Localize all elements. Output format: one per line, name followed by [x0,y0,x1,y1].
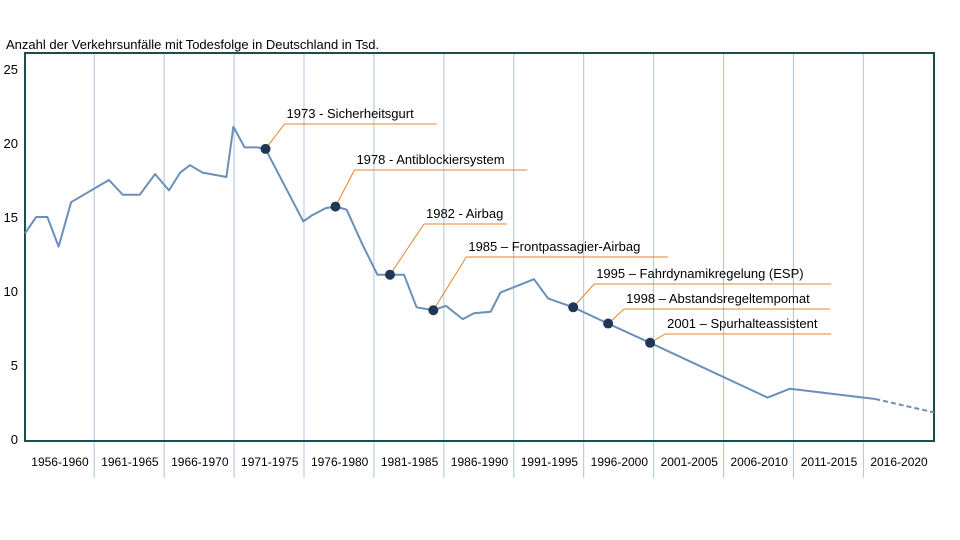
x-category-label: 2006-2010 [730,455,788,469]
y-tick-label: 0 [11,432,18,447]
x-category-label: 2001-2005 [661,455,719,469]
series-line-solid [24,125,876,400]
x-category-label: 1996-2000 [591,455,649,469]
annotation-label: 1995 – Fahrdynamikregelung (ESP) [596,266,803,281]
annotation-leader [335,169,355,207]
x-category-label: 1966-1970 [171,455,229,469]
y-tick-label: 15 [4,210,18,225]
data-point-marker [384,269,395,280]
y-tick-label: 10 [4,284,18,299]
data-point-marker [260,143,271,154]
annotation-label: 1973 - Sicherheitsgurt [287,106,415,121]
annotation-label: 1998 – Abstandsregeltempomat [626,291,810,306]
annotation-leader [432,256,467,311]
y-tick-label: 20 [4,136,18,151]
y-tick-label: 5 [11,358,18,373]
x-category-label: 1971-1975 [241,455,299,469]
annotation-label: 2001 – Spurhalteassistent [667,316,818,331]
data-point-marker [428,305,439,316]
annotation-leader [265,123,285,150]
y-tick-label: 25 [4,62,18,77]
x-category-label: 1991-1995 [521,455,579,469]
chart-title: Anzahl der Verkehrsunfälle mit Todesfolg… [6,37,380,52]
grid-lines [93,53,864,478]
data-point-marker [645,337,656,348]
annotations: 1973 - Sicherheitsgurt 1978 - Antiblockie… [260,106,832,348]
x-category-label: 2016-2020 [870,455,928,469]
x-category-label: 2011-2015 [801,455,858,469]
data-point-marker [568,302,579,313]
x-category-label: 1976-1980 [311,455,369,469]
data-point-marker [603,318,614,329]
plot-frame [24,52,935,442]
data-point-marker [330,201,341,212]
annotation-label: 1982 - Airbag [426,206,503,221]
x-category-label: 1956-1960 [31,455,89,469]
x-category-label: 1981-1985 [381,455,439,469]
y-tick-labels: 0 5 10 15 20 25 [4,62,18,447]
annotation-label: 1978 - Antiblockiersystem [356,152,504,167]
x-category-label: 1961-1965 [101,455,159,469]
x-category-labels: 1956-1960 1961-1965 1966-1970 1971-1975 1976… [31,455,928,469]
x-category-label: 1986-1990 [451,455,509,469]
series-line-dashed [875,398,935,414]
annotation-leader [572,283,595,308]
annotation-label: 1985 – Frontpassagier-Airbag [468,239,640,254]
annotation-leader [389,223,425,275]
